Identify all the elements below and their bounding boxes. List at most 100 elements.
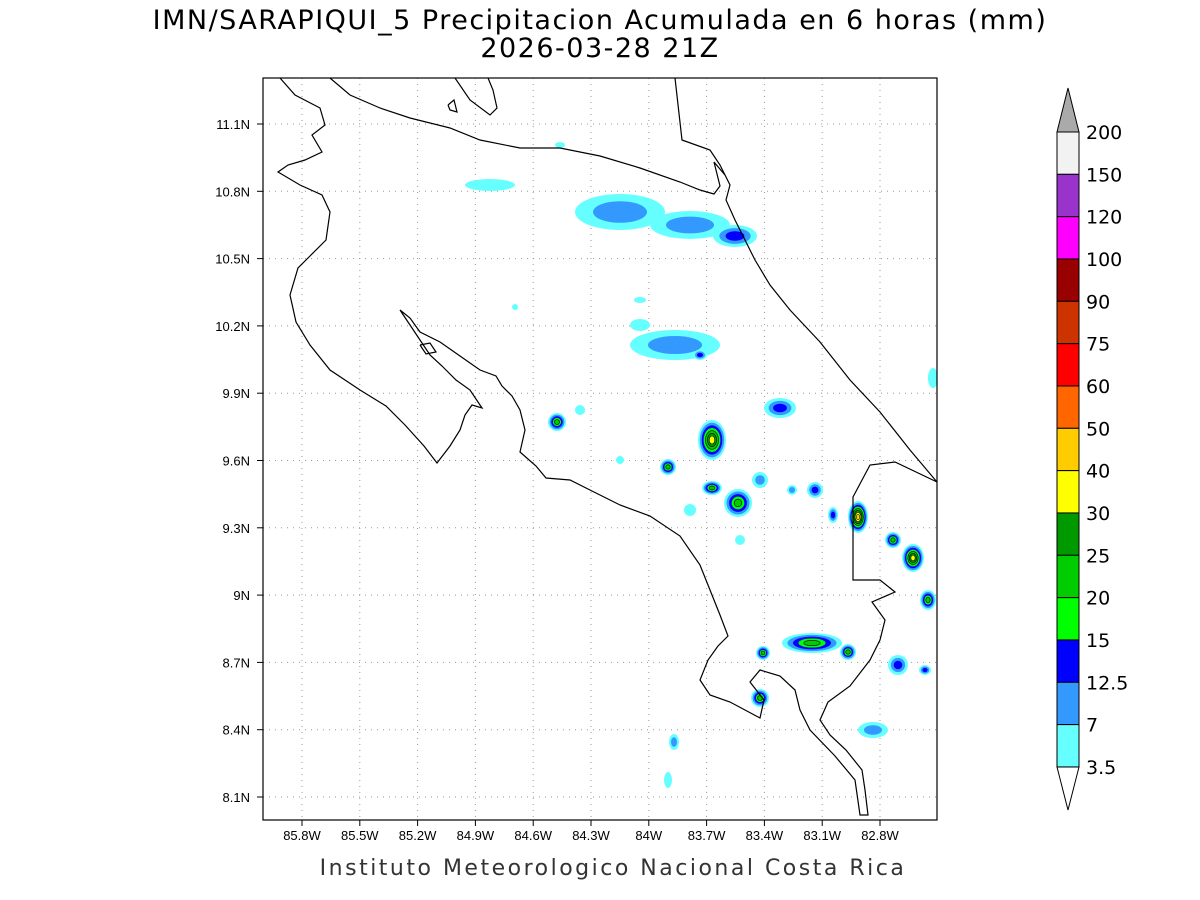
lon-tick-label: 85.8W: [283, 828, 321, 843]
colorbar-swatch: [1056, 216, 1080, 260]
colorbar-label: 25: [1086, 545, 1110, 567]
colorbar-label: 3.5: [1086, 757, 1116, 779]
precip-cell: [512, 304, 518, 310]
precip-cell: [660, 459, 676, 475]
colorbar-label: 200: [1086, 122, 1122, 144]
colorbar-swatch: [1056, 300, 1080, 345]
precip-cell: [555, 142, 565, 148]
precip-cell: [920, 590, 936, 610]
colorbar-label: 12.5: [1086, 672, 1128, 694]
colorbar-label: 150: [1086, 164, 1122, 186]
precip-cell: [465, 179, 515, 191]
precip-cell: [630, 319, 650, 331]
lat-tick-label: 9.6N: [223, 454, 250, 469]
precip-cell: [885, 532, 901, 548]
precip-cell: [702, 481, 722, 495]
colorbar-swatch: [1056, 512, 1080, 556]
grid-lines: [257, 78, 937, 826]
colorbar-under-triangle: [1056, 766, 1080, 811]
colorbar-swatch: [1056, 173, 1080, 218]
precip-cell: [575, 194, 665, 230]
colorbar-label: 50: [1086, 418, 1110, 440]
lon-tick-label: 84W: [635, 828, 662, 843]
map-title: IMN/SARAPIQUI_5 Precipitacion Acumulada …: [152, 5, 1048, 36]
colorbar-label: 90: [1086, 291, 1110, 313]
colorbar-label: 15: [1086, 630, 1110, 652]
precip-cell: [919, 665, 931, 675]
colorbar-swatch: [1056, 258, 1080, 302]
lat-tick-label: 10.2N: [215, 319, 250, 334]
lat-tick-label: 8.4N: [223, 723, 250, 738]
colorbar-swatch: [1056, 385, 1080, 429]
colorbar-over-triangle: [1056, 87, 1080, 133]
lon-tick-label: 84.9W: [457, 828, 495, 843]
colorbar-label: 75: [1086, 334, 1110, 356]
precip-cell: [888, 655, 908, 675]
lon-tick-label: 83.7W: [688, 828, 726, 843]
precip-cell: [848, 501, 868, 533]
colorbar-label: 100: [1086, 249, 1122, 271]
precip-cell: [669, 734, 679, 750]
colorbar-swatch: [1056, 639, 1080, 683]
precip-cell: [684, 504, 696, 516]
precip-cell: [782, 633, 842, 653]
coastline: [276, 78, 937, 816]
precip-cell: [858, 722, 888, 738]
map-frame: [262, 77, 938, 821]
lat-tick-label: 9N: [233, 588, 250, 603]
precip-cell: [840, 644, 856, 660]
lon-tick-label: 84.3W: [572, 828, 610, 843]
precip-cell: [807, 482, 823, 498]
precip-cell: [664, 772, 672, 788]
lat-tick-label: 11.1N: [216, 117, 250, 132]
credit-text: Instituto Meteorologico Nacional Costa R…: [319, 856, 907, 881]
lat-tick-label: 9.3N: [223, 521, 250, 536]
precip-cell: [548, 413, 566, 431]
precip-cell: [828, 507, 838, 523]
colorbar: 200 150 120 100 90 75 60 50 40 30 25 20 15 12.5 7 3.5: [1056, 87, 1128, 811]
colorbar-swatch: [1056, 597, 1080, 641]
precip-cell: [693, 350, 707, 360]
precip-cell: [764, 398, 796, 418]
precip-cell: [575, 405, 585, 415]
precip-cell: [756, 646, 770, 660]
colorbar-label: 60: [1086, 376, 1110, 398]
precip-cell: [902, 544, 924, 572]
precip-cell: [751, 689, 769, 707]
precip-cell: [616, 456, 624, 464]
lat-tick-label: 8.7N: [223, 655, 250, 670]
precip-cell: [928, 368, 937, 388]
colorbar-swatch: [1056, 724, 1080, 768]
precip-cell: [787, 485, 797, 495]
colorbar-swatch: [1056, 681, 1080, 726]
lon-tick-label: 83.4W: [746, 828, 784, 843]
lon-tick-label: 83.1W: [803, 828, 841, 843]
lat-tick-label: 10.5N: [215, 252, 250, 267]
map-valid-time: 2026-03-28 21Z: [480, 33, 720, 64]
colorbar-label: 40: [1086, 461, 1110, 483]
precip-cell: [698, 420, 726, 460]
precip-cell: [724, 489, 752, 517]
lon-tick-label: 85.2W: [399, 828, 437, 843]
precip-cell: [735, 535, 745, 545]
colorbar-swatch: [1056, 343, 1080, 387]
colorbar-swatch: [1056, 470, 1080, 514]
lon-tick-label: 84.6W: [514, 828, 552, 843]
colorbar-swatch: [1056, 131, 1080, 175]
lon-tick-label: 82.8W: [861, 828, 899, 843]
precip-cell: [634, 297, 646, 303]
precip-field: [465, 142, 937, 788]
lat-tick-label: 9.9N: [223, 386, 250, 401]
precip-cell: [713, 225, 757, 247]
colorbar-swatch: [1056, 427, 1080, 472]
colorbar-label: 30: [1086, 503, 1110, 525]
lat-tick-label: 8.1N: [223, 790, 250, 805]
colorbar-label: 20: [1086, 588, 1110, 610]
colorbar-swatch: [1056, 554, 1080, 599]
colorbar-label: 7: [1086, 715, 1098, 737]
colorbar-label: 120: [1086, 207, 1122, 229]
lat-tick-label: 10.8N: [215, 184, 250, 199]
precip-cell: [650, 211, 730, 239]
precip-cell: [752, 472, 768, 488]
